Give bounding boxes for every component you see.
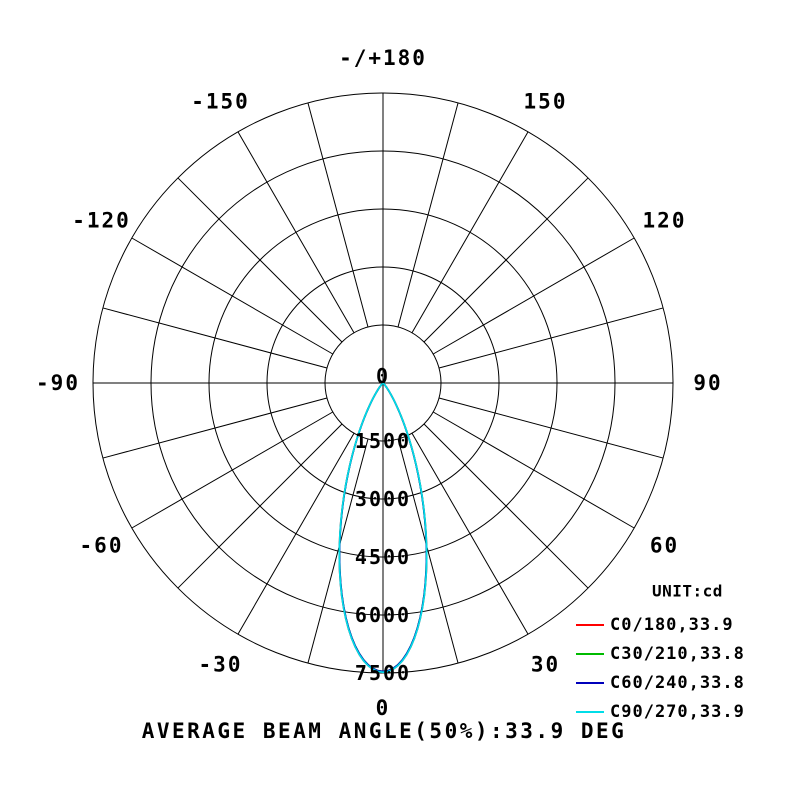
angle-label-150: 150 [524, 90, 568, 114]
radial-tick-label-0: 0 [376, 364, 390, 388]
grid-spoke-300 [131, 411, 334, 529]
angle-label-60: 60 [650, 534, 679, 558]
angle-label--90: -90 [36, 371, 80, 395]
angle-label-30: 30 [531, 653, 560, 677]
grid-spoke-30 [411, 432, 529, 635]
grid-spoke-135 [423, 177, 589, 343]
angle-label--150: -150 [191, 90, 250, 114]
angle-label-0: 0 [376, 696, 391, 720]
legend-label-0: C0/180,33.9 [610, 615, 734, 635]
radial-tick-label-6000: 6000 [355, 603, 411, 627]
radial-tick-label-4500: 4500 [355, 545, 411, 569]
grid-spoke-165 [397, 102, 459, 328]
angle-label-90: 90 [693, 371, 722, 395]
grid-spoke-255 [102, 307, 328, 369]
angle-label--30: -30 [199, 653, 243, 677]
grid-spoke-60 [432, 411, 635, 529]
grid-spoke-120 [432, 237, 635, 355]
grid-spoke-195 [307, 102, 369, 328]
angle-label--60: -60 [80, 534, 124, 558]
legend-label-2: C60/240,33.8 [610, 673, 745, 693]
angle-label-120: 120 [643, 209, 687, 233]
grid-spoke-210 [237, 131, 355, 334]
grid-spoke-75 [438, 397, 664, 459]
legend-unit-label: UNIT:cd [652, 582, 723, 601]
legend-label-3: C90/270,33.9 [610, 702, 745, 722]
radial-tick-label-7500: 7500 [355, 661, 411, 685]
grid-spoke-330 [237, 432, 355, 635]
grid-spoke-285 [102, 397, 328, 459]
grid-spoke-15 [397, 438, 459, 664]
grid-spoke-345 [307, 438, 369, 664]
angle-label-180: -/+180 [339, 46, 427, 70]
grid-spoke-240 [131, 237, 334, 355]
average-beam-angle-caption: AVERAGE BEAM ANGLE(50%):33.9 DEG [141, 719, 627, 743]
grid-spoke-225 [177, 177, 343, 343]
legend-label-1: C30/210,33.8 [610, 644, 745, 664]
radial-tick-label-3000: 3000 [355, 487, 411, 511]
grid-spoke-150 [411, 131, 529, 334]
grid-spoke-315 [177, 423, 343, 589]
intensity-curve-3 [338, 382, 428, 674]
grid-spoke-105 [438, 307, 664, 369]
grid-spoke-45 [423, 423, 589, 589]
angle-label--120: -120 [72, 209, 131, 233]
radial-tick-label-1500: 1500 [355, 429, 411, 453]
